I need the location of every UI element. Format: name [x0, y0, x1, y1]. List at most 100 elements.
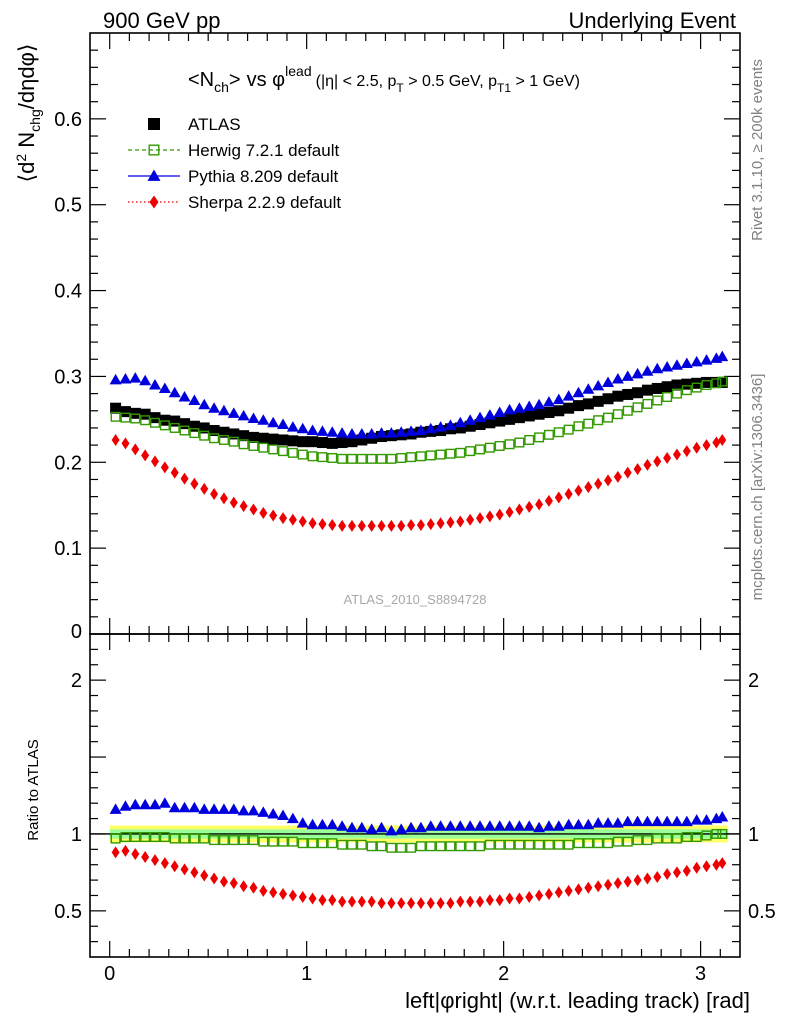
point-sherpa [653, 455, 662, 468]
ratio-point-pythia [444, 820, 457, 831]
point-atlas [179, 418, 191, 430]
point-atlas [198, 422, 210, 434]
ratio-point-pythia [552, 820, 565, 831]
title-cuts-b: > 0.5 GeV, p [404, 73, 497, 90]
title-mean: <N [188, 69, 214, 91]
point-herwig [573, 421, 584, 432]
point-herwig [632, 402, 643, 413]
ratio-point-pythia [336, 820, 349, 831]
point-sherpa [328, 518, 337, 531]
point-atlas [129, 407, 141, 419]
point-sherpa [180, 472, 189, 485]
legend-marker [147, 169, 161, 181]
point-atlas [701, 376, 713, 388]
ratio-point-pythia [651, 815, 664, 827]
mcplots-citation-label: mcplots.cern.ch [arXiv:1306.3436] [749, 374, 766, 601]
ratio-point-sherpa [718, 857, 727, 870]
point-pythia [237, 409, 250, 421]
ratio-point-pythia [296, 817, 309, 828]
main-y-tick-label: 0.5 [54, 195, 82, 217]
ratio-point-herwig [543, 839, 554, 850]
legend-marker [149, 195, 159, 209]
point-herwig [258, 442, 269, 453]
legend: ATLAS Herwig 7.2.1 default Pythia 8.209 de… [128, 115, 341, 212]
point-pythia [533, 398, 546, 410]
point-sherpa [505, 506, 514, 519]
ratio-point-sherpa [357, 895, 366, 908]
main-y-tick-label: 0.1 [54, 538, 82, 560]
point-herwig [662, 392, 673, 403]
ratio-point-sherpa [466, 895, 475, 908]
point-herwig [494, 440, 505, 451]
point-sherpa [426, 518, 435, 531]
point-pythia [680, 357, 693, 369]
point-herwig [612, 409, 623, 420]
ratio-point-sherpa [328, 894, 337, 907]
ratio-point-pythia [670, 815, 683, 827]
ratio-point-sherpa [692, 861, 701, 874]
ratio-point-sherpa [682, 864, 691, 877]
point-pythia [109, 373, 122, 385]
ratio-point-sherpa [564, 884, 573, 897]
ratio-point-herwig [396, 842, 407, 853]
ratio-point-sherpa [476, 895, 484, 908]
main-y-axis: 0.1 0.2 0.3 0.4 0.5 0.6 0 [54, 49, 740, 643]
point-sherpa [397, 519, 406, 532]
point-herwig [652, 395, 663, 406]
ratio-point-pythia [483, 820, 496, 831]
point-sherpa [564, 488, 573, 501]
ratio-point-sherpa [554, 886, 563, 899]
point-pythia [552, 393, 565, 405]
ratio-point-pythia [139, 798, 152, 810]
ratio-point-herwig [475, 841, 486, 852]
point-sherpa [574, 484, 583, 497]
point-herwig [691, 382, 702, 393]
ratio-point-pythia [395, 823, 408, 834]
ratio-point-sherpa [377, 897, 386, 910]
ratio-point-pythia [716, 811, 729, 822]
point-sherpa [702, 439, 711, 452]
ratio-point-pythia [286, 812, 299, 824]
ratio-point-sherpa [544, 887, 553, 900]
ratio-point-herwig [140, 832, 151, 843]
point-sherpa [111, 433, 120, 446]
point-sherpa [407, 518, 416, 531]
point-herwig [307, 451, 318, 462]
ratio-point-pythia [690, 814, 703, 825]
point-herwig [583, 418, 594, 429]
ratio-point-herwig [593, 838, 604, 849]
ratio-point-pythia [306, 818, 319, 830]
ratio-point-herwig [317, 838, 328, 849]
rivet-version-label: Rivet 3.1.10, ≥ 200k events [749, 59, 766, 241]
point-sherpa [584, 481, 593, 494]
point-atlas [710, 376, 722, 388]
point-atlas [238, 430, 250, 442]
point-sherpa [692, 441, 701, 454]
point-herwig [376, 453, 387, 464]
ratio-point-herwig [307, 838, 318, 849]
ratio-point-sherpa [160, 857, 169, 870]
point-pythia [464, 414, 477, 425]
ratio-point-pythia [375, 821, 388, 833]
ratio-point-herwig [287, 836, 298, 847]
ylabel-part-mid: N [14, 132, 39, 154]
ratio-point-pythia [188, 801, 201, 813]
ratio-point-sherpa [702, 860, 711, 873]
x-tick-label: 2 [498, 963, 509, 985]
ratio-point-pythia [178, 801, 191, 813]
ratio-point-sherpa [229, 877, 238, 890]
point-sherpa [525, 500, 534, 513]
point-atlas [267, 433, 279, 445]
point-atlas [316, 437, 328, 449]
ratio-point-sherpa [535, 889, 544, 902]
ratio-point-sherpa [495, 894, 504, 907]
point-herwig [278, 446, 289, 457]
point-pythia [434, 421, 447, 432]
x-tick-label: 0 [104, 963, 115, 985]
ratio-point-herwig [209, 835, 220, 846]
point-pythia [661, 360, 674, 372]
ratio-point-pythia [149, 798, 161, 810]
ratio-point-herwig [691, 832, 702, 843]
ratio-point-herwig [494, 839, 505, 850]
point-pythia [336, 427, 349, 438]
